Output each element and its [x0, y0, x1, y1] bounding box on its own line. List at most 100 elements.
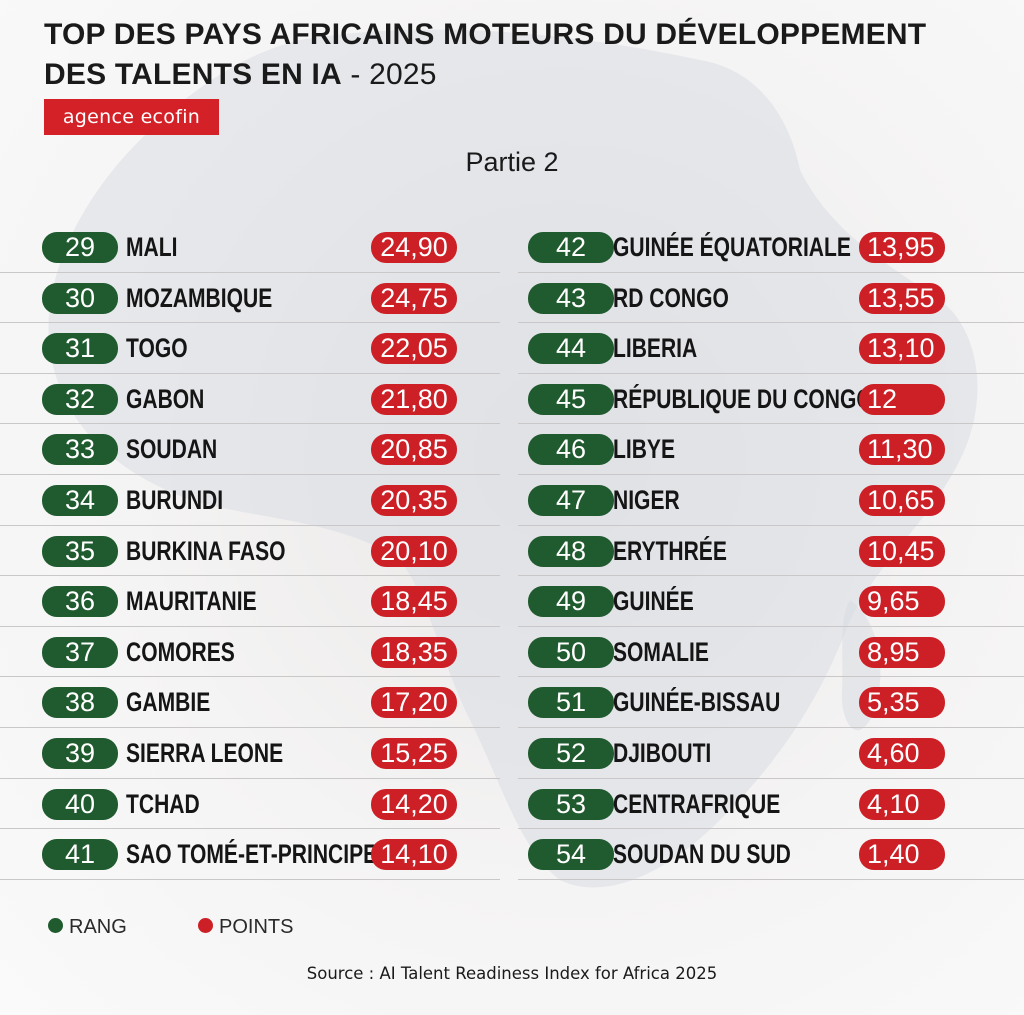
- points-value: 4,60: [867, 737, 920, 768]
- points-badge: 24,90: [371, 232, 457, 263]
- subtitle: Partie 2: [465, 147, 559, 177]
- country-name: MALI: [126, 232, 178, 262]
- points-value: 20,85: [380, 434, 448, 465]
- table-row: 31 TOGO 22,05: [0, 323, 500, 374]
- rank-badge: 52: [528, 737, 614, 769]
- points-value: 13,10: [867, 333, 935, 364]
- rank-badge: 40: [42, 788, 118, 820]
- rank-badge: 38: [42, 687, 118, 719]
- points-value: 10,65: [867, 484, 935, 515]
- points-value: 5,35: [867, 687, 920, 718]
- table-row: 53 CENTRAFRIQUE 4,10: [518, 779, 1024, 830]
- table-row: 52 DJIBOUTI 4,60: [518, 728, 1024, 779]
- points-badge: 14,20: [371, 788, 457, 820]
- table-row: 30 MOZAMBIQUE 24,75: [0, 273, 500, 324]
- points-badge: 10,45: [859, 535, 945, 567]
- country-name: MAURITANIE: [126, 586, 257, 617]
- points-badge: 4,60: [859, 737, 945, 769]
- points-badge: 10,65: [859, 484, 945, 516]
- points-value: 17,20: [380, 687, 448, 718]
- title-line-2: DES TALENTS EN IA: [44, 58, 342, 91]
- country-name: DJIBOUTI: [613, 737, 712, 768]
- rank-badge: 29: [42, 232, 118, 263]
- points-badge: 8,95: [859, 636, 945, 668]
- rank-badge: 42: [528, 232, 614, 263]
- points-badge: 18,45: [371, 586, 457, 618]
- points-badge: 17,20: [371, 687, 457, 719]
- points-value: 1,40: [867, 839, 920, 870]
- country-name: BURKINA FASO: [126, 535, 286, 566]
- legend-rank-label: RANG: [69, 916, 127, 938]
- table-row: 33 SOUDAN 20,85: [0, 424, 500, 475]
- points-value: 13,55: [867, 282, 935, 313]
- rank-badge: 50: [528, 636, 614, 668]
- points-badge: 4,10: [859, 788, 945, 820]
- table-row: 45 RÉPUBLIQUE DU CONGO 12: [518, 374, 1024, 425]
- points-badge: 12: [859, 383, 945, 415]
- legend-rank-dot: [48, 918, 63, 934]
- rank-badge: 36: [42, 586, 118, 618]
- table-row: 41 SAO TOMÉ-ET-PRINCIPE 14,10: [0, 829, 500, 880]
- points-value: 24,90: [380, 232, 448, 262]
- rank-badge: 44: [528, 333, 614, 365]
- rank-badge: 47: [528, 484, 614, 516]
- points-value: 20,35: [380, 484, 448, 515]
- points-badge: 14,10: [371, 839, 457, 871]
- points-badge: 1,40: [859, 839, 945, 871]
- points-value: 4,10: [867, 788, 920, 819]
- points-value: 24,75: [380, 282, 448, 313]
- rank-badge: 51: [528, 687, 614, 719]
- table-row: 39 SIERRA LEONE 15,25: [0, 728, 500, 779]
- table-row: 34 BURUNDI 20,35: [0, 475, 500, 526]
- country-name: MOZAMBIQUE: [126, 282, 273, 313]
- points-value: 9,65: [867, 586, 920, 617]
- rank-badge: 39: [42, 737, 118, 769]
- points-value: 8,95: [867, 636, 920, 667]
- rank-badge: 32: [42, 383, 118, 415]
- table-row: 36 MAURITANIE 18,45: [0, 576, 500, 627]
- points-badge: 21,80: [371, 383, 457, 415]
- country-name: SAO TOMÉ-ET-PRINCIPE: [126, 839, 378, 870]
- country-name: SOUDAN: [126, 434, 218, 465]
- points-value: 15,25: [380, 737, 448, 768]
- points-badge: 22,05: [371, 333, 457, 365]
- points-badge: 20,35: [371, 484, 457, 516]
- rank-badge: 34: [42, 484, 118, 516]
- country-name: SOUDAN DU SUD: [613, 839, 791, 870]
- points-badge: 20,10: [371, 535, 457, 567]
- rank-badge: 43: [528, 282, 614, 314]
- table-row: 51 GUINÉE-BISSAU 5,35: [518, 677, 1024, 728]
- points-badge: 11,30: [859, 434, 945, 466]
- rank-badge: 31: [42, 333, 118, 365]
- rank-badge: 53: [528, 788, 614, 820]
- country-name: GAMBIE: [126, 687, 211, 718]
- country-name: TCHAD: [126, 788, 200, 819]
- points-value: 18,45: [380, 586, 448, 617]
- table-row: 54 SOUDAN DU SUD 1,40: [518, 829, 1024, 880]
- country-name: TOGO: [126, 333, 188, 364]
- points-value: 21,80: [380, 383, 448, 414]
- brand-logo: agence ecofin: [44, 99, 219, 135]
- country-name: LIBERIA: [613, 333, 698, 364]
- legend-points: POINTS: [198, 916, 293, 939]
- points-badge: 5,35: [859, 687, 945, 719]
- table-row: 38 GAMBIE 17,20: [0, 677, 500, 728]
- points-value: 11,30: [867, 434, 933, 465]
- country-name: COMORES: [126, 636, 235, 667]
- legend-points-label: POINTS: [219, 916, 294, 938]
- points-badge: 18,35: [371, 636, 457, 668]
- table-row: 35 BURKINA FASO 20,10: [0, 526, 500, 577]
- table-row: 42 GUINÉE ÉQUATORIALE 13,95: [518, 222, 1024, 273]
- points-value: 14,20: [380, 788, 448, 819]
- table-row: 37 COMORES 18,35: [0, 627, 500, 678]
- rank-badge: 46: [528, 434, 614, 466]
- points-badge: 24,75: [371, 282, 457, 314]
- points-value: 22,05: [380, 333, 448, 364]
- ranking-column-left: 29 MALI 24,90 30 MOZAMBIQUE 24,75 31 TOGO 22,05 3…: [0, 222, 500, 880]
- title-line-1: TOP DES PAYS AFRICAINS MOTEURS DU DÉVELO…: [44, 18, 927, 51]
- table-row: 50 SOMALIE 8,95: [518, 627, 1024, 678]
- points-value: 20,10: [380, 535, 448, 566]
- legend-rank: RANG: [48, 916, 127, 939]
- table-row: 49 GUINÉE 9,65: [518, 576, 1024, 627]
- points-badge: 13,95: [859, 232, 945, 263]
